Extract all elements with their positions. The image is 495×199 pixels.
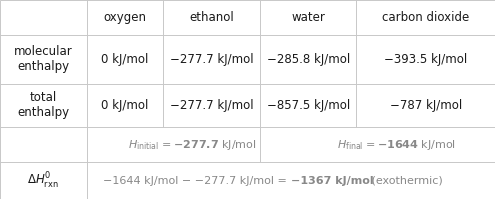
Text: $\mathbf{-277.7}$ kJ/mol: $\mathbf{-277.7}$ kJ/mol <box>173 138 257 152</box>
Text: −285.8 kJ/mol: −285.8 kJ/mol <box>266 53 350 66</box>
Text: (exothermic): (exothermic) <box>367 176 443 186</box>
Text: −857.5 kJ/mol: −857.5 kJ/mol <box>266 99 350 112</box>
Text: $\mathbf{-1644}$ kJ/mol: $\mathbf{-1644}$ kJ/mol <box>377 138 456 152</box>
Text: 0 kJ/mol: 0 kJ/mol <box>101 99 148 112</box>
Text: $\Delta H^0_{\mathrm{rxn}}$: $\Delta H^0_{\mathrm{rxn}}$ <box>28 171 59 191</box>
Text: carbon dioxide: carbon dioxide <box>382 11 469 24</box>
Text: molecular
enthalpy: molecular enthalpy <box>14 45 73 73</box>
Text: −787 kJ/mol: −787 kJ/mol <box>390 99 462 112</box>
Text: total
enthalpy: total enthalpy <box>17 92 69 119</box>
Text: −1644 kJ/mol − −277.7 kJ/mol =: −1644 kJ/mol − −277.7 kJ/mol = <box>103 176 291 186</box>
Text: $\it{H}_{\mathrm{initial}}$ =: $\it{H}_{\mathrm{initial}}$ = <box>128 138 173 152</box>
Text: −277.7 kJ/mol: −277.7 kJ/mol <box>170 99 253 112</box>
Text: water: water <box>291 11 325 24</box>
Text: −1367 kJ/mol: −1367 kJ/mol <box>291 176 373 186</box>
Text: 0 kJ/mol: 0 kJ/mol <box>101 53 148 66</box>
Text: oxygen: oxygen <box>103 11 147 24</box>
Text: $\it{H}_{\mathrm{final}}$ =: $\it{H}_{\mathrm{final}}$ = <box>337 138 377 152</box>
Text: ethanol: ethanol <box>189 11 234 24</box>
Text: −277.7 kJ/mol: −277.7 kJ/mol <box>170 53 253 66</box>
Text: −393.5 kJ/mol: −393.5 kJ/mol <box>384 53 467 66</box>
